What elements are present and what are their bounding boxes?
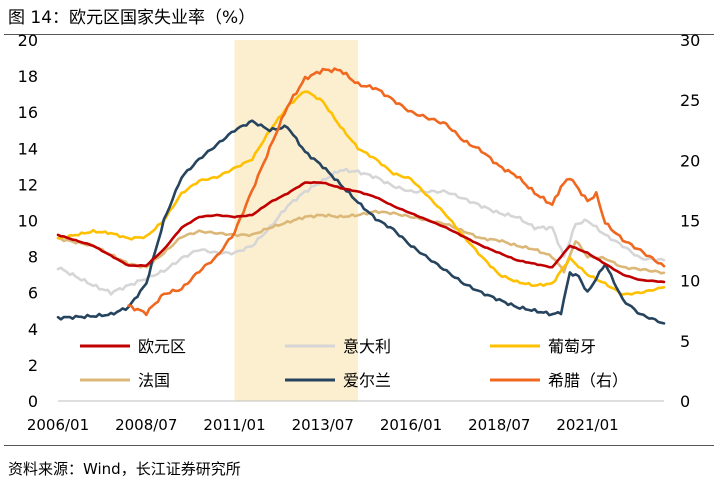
- right-axis-tick-label: 10: [680, 272, 700, 291]
- right-axis-tick-label: 15: [680, 212, 700, 231]
- figure-title: 图 14：欧元区国家失业率（%）: [8, 8, 256, 28]
- x-axis-tick-label: 2006/01: [27, 416, 89, 434]
- legend-label: 法国: [138, 371, 170, 390]
- legend-label: 爱尔兰: [343, 371, 391, 390]
- left-axis-tick-label: 4: [28, 320, 38, 339]
- right-axis-tick-label: 25: [680, 91, 700, 110]
- legend-label: 葡萄牙: [548, 337, 596, 356]
- x-axis-tick-label: 2016/01: [380, 416, 442, 434]
- x-axis-tick-label: 2021/01: [556, 416, 618, 434]
- left-axis-tick-label: 20: [18, 31, 38, 50]
- right-axis-tick-label: 30: [680, 31, 700, 50]
- right-axis-tick-label: 20: [680, 151, 700, 170]
- series-line-3: [56, 209, 666, 275]
- source-note: 资料来源：Wind，长江证券研究所: [8, 460, 241, 478]
- left-axis-tick-labels: 0 2 4 6 8 10 12 14 16 18 20: [18, 31, 38, 411]
- series-line-5: [127, 67, 666, 317]
- left-axis-tick-label: 10: [18, 212, 38, 231]
- x-axis-tick-label: 2018/07: [468, 416, 530, 434]
- left-axis-tick-label: 12: [18, 175, 38, 194]
- series-line-4: [56, 119, 666, 325]
- x-axis-tick-labels: 2006/01 2008/07 2011/01 2013/07 2016/01 2018/…: [27, 416, 619, 434]
- left-axis-tick-label: 0: [28, 392, 38, 411]
- right-axis-tick-labels: 0 5 10 15 20 25 30: [680, 31, 700, 411]
- x-axis-tick-label: 2008/07: [115, 416, 177, 434]
- legend-label: 希腊（右）: [548, 371, 628, 390]
- series-line-0: [56, 181, 666, 284]
- left-axis-tick-label: 18: [18, 67, 38, 86]
- left-axis-tick-label: 16: [18, 103, 38, 122]
- right-axis-tick-label: 0: [680, 392, 690, 411]
- left-axis-tick-label: 14: [18, 139, 38, 158]
- footer-rule: [4, 445, 714, 446]
- left-axis-tick-label: 8: [28, 248, 38, 267]
- x-axis-tick-label: 2011/01: [203, 416, 265, 434]
- legend-label: 意大利: [343, 337, 391, 356]
- series-lines: [56, 67, 666, 325]
- right-axis-tick-label: 5: [680, 332, 690, 351]
- legend-label: 欧元区: [138, 337, 186, 356]
- series-line-2: [56, 90, 666, 296]
- x-axis-tick-label: 2013/07: [292, 416, 354, 434]
- left-axis-tick-label: 6: [28, 284, 38, 303]
- title-rule: [4, 34, 714, 35]
- left-axis-tick-label: 2: [28, 356, 38, 375]
